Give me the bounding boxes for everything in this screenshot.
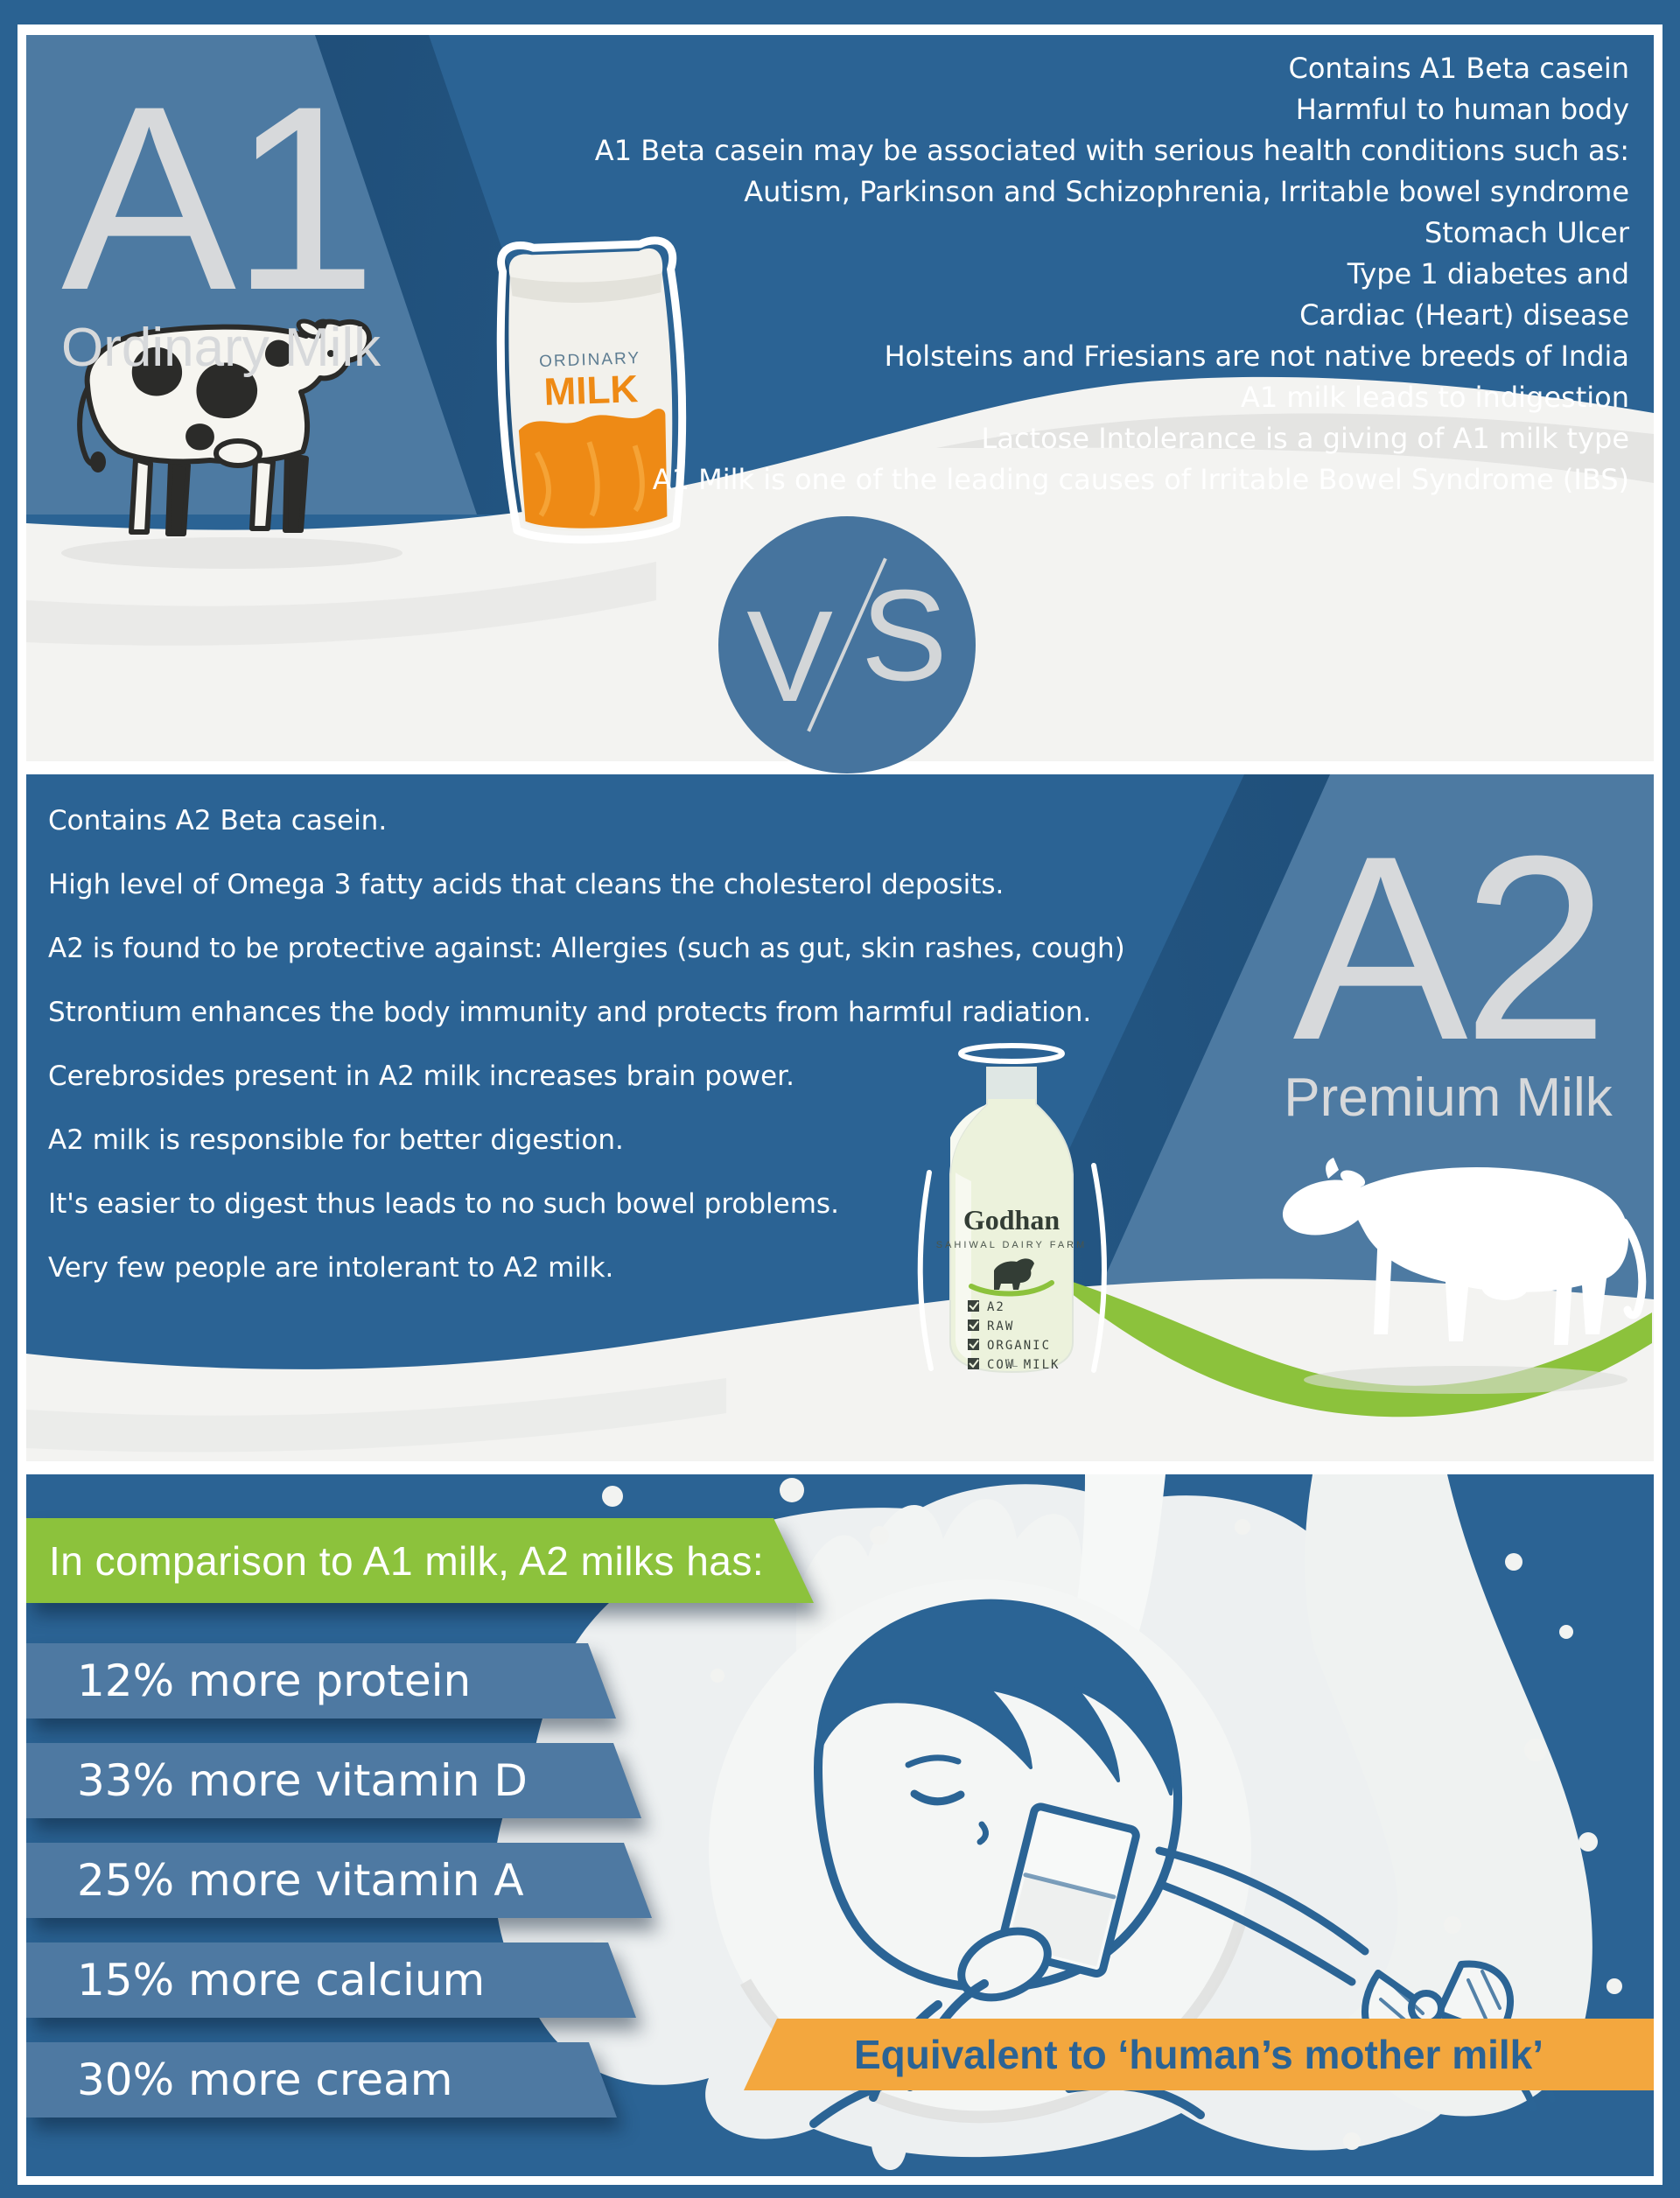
comparison-banner: In comparison to A1 milk, A2 milks has:	[26, 1518, 814, 1603]
milk-packet-icon: ORDINARY MILK	[496, 236, 687, 544]
a1-facts-list: Contains A1 Beta casein Harmful to human…	[317, 48, 1629, 500]
a1-sub-label: Ordinary Milk	[61, 318, 382, 378]
comparison-item-calcium: 15% more calcium	[26, 1942, 636, 2018]
a2-fact: Strontium enhances the body immunity and…	[48, 997, 1092, 1028]
milk-splash-illustration	[494, 1474, 1622, 2171]
a1-fact: Stomach Ulcer	[1424, 216, 1629, 249]
a1-fact: A1 milk leads to indigestion	[1240, 381, 1629, 414]
a2-section: Godhan SAHIWAL DAIRY FARM A2 RAW ORGANIC…	[26, 774, 1654, 1461]
packet-brand-line2: MILK	[543, 368, 639, 414]
a1-fact: Autism, Parkinson and Schizophrenia, Irr…	[744, 175, 1629, 208]
packet-brand-line1: ORDINARY	[539, 349, 641, 371]
white-cow-icon	[1282, 1158, 1647, 1345]
a2-fact: Cerebrosides present in A2 milk increase…	[48, 1060, 794, 1092]
a1-fact: Lactose Intolerance is a giving of A1 mi…	[981, 422, 1630, 455]
a1-section: ORDINARY MILK Contains A1 Beta casein Ha…	[26, 35, 1654, 761]
bottle-cow-icon	[969, 1258, 1054, 1297]
a2-fact: A2 milk is responsible for better digest…	[48, 1124, 624, 1156]
a1-big-label: A1	[61, 51, 377, 345]
vs-right-letter: S	[861, 564, 948, 708]
bottle-feature: ORGANIC	[987, 1339, 1051, 1353]
a1-fact: A1 Beta casein may be associated with se…	[594, 134, 1629, 167]
comparison-item-vitamin-d: 33% more vitamin D	[26, 1743, 641, 1818]
bottle-feature: COW MILK	[987, 1358, 1060, 1372]
vs-badge: V S	[718, 516, 976, 774]
a2-fact: A2 is found to be protective against: Al…	[48, 933, 1125, 964]
band-wrap: 30% more cream	[26, 2042, 617, 2118]
content-area: ORDINARY MILK Contains A1 Beta casein Ha…	[26, 35, 1654, 2176]
green-banner-wrap: In comparison to A1 milk, A2 milks has:	[26, 1518, 814, 1603]
a2-milk-wave	[26, 1158, 1654, 1461]
bottle-feature: RAW	[987, 1320, 1014, 1334]
a2-fact: High level of Omega 3 fatty acids that c…	[48, 869, 1004, 900]
a2-big-label: A2	[1292, 801, 1609, 1095]
band-wrap: 12% more protein	[26, 1643, 616, 1718]
a2-fact: Very few people are intolerant to A2 mil…	[48, 1252, 614, 1284]
a2-facts-list: Contains A2 Beta casein. High level of O…	[48, 789, 1273, 1300]
band-wrap: 33% more vitamin D	[26, 1743, 641, 1818]
child-drinking-milk-illustration	[809, 1599, 1556, 2128]
equivalent-banner: Equivalent to ‘human’s mother milk’	[744, 2019, 1654, 2090]
a2-fact: It's easier to digest thus leads to no s…	[48, 1188, 839, 1220]
band-wrap: 15% more calcium	[26, 1942, 636, 2018]
comparison-item-cream: 30% more cream	[26, 2042, 617, 2118]
a2-sub-label: Premium Milk	[1284, 1068, 1613, 1128]
holstein-cow-icon	[77, 318, 372, 536]
section-divider	[26, 1461, 1654, 1474]
a1-fact: A1 Milk is one of the leading causes of …	[652, 463, 1629, 496]
a1-fact: Harmful to human body	[1295, 93, 1629, 126]
a1-fact: Contains A1 Beta casein	[1288, 52, 1630, 85]
a2-fact: Contains A2 Beta casein.	[48, 805, 388, 836]
comparison-item-vitamin-a: 25% more vitamin A	[26, 1843, 652, 1918]
band-wrap: 25% more vitamin A	[26, 1843, 652, 1918]
a1-fact: Holsteins and Friesians are not native b…	[884, 340, 1629, 373]
bottle-feature: A2	[987, 1300, 1005, 1314]
comparison-section: In comparison to A1 milk, A2 milks has: …	[26, 1474, 1654, 2176]
milk-bottle-icon: Godhan SAHIWAL DAIRY FARM A2 RAW ORGANIC…	[917, 1043, 1107, 1374]
bottle-brand: Godhan	[963, 1204, 1060, 1236]
comparison-item-protein: 12% more protein	[26, 1643, 616, 1718]
a1-fact: Cardiac (Heart) disease	[1299, 298, 1629, 332]
bottle-volume: 1L	[1005, 1356, 1018, 1369]
bottle-farm-name: SAHIWAL DAIRY FARM	[936, 1240, 1088, 1250]
a1-fact: Type 1 diabetes and	[1347, 257, 1629, 290]
